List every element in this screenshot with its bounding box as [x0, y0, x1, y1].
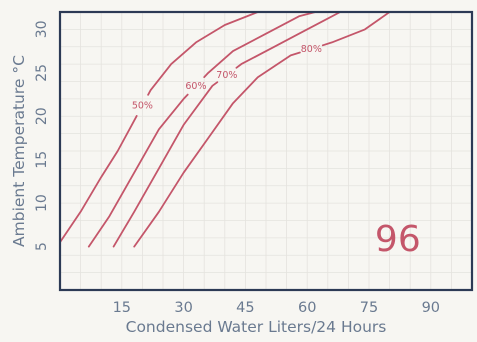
- humidity-curve-80: [133, 51, 301, 248]
- y-tick-labels: 5 10 15 20 25 30: [34, 20, 50, 251]
- x-tick-label: 60: [298, 300, 316, 316]
- curve-layer: [59, 11, 391, 248]
- curve-label-layer: 50% 60% 70% 80%: [132, 44, 322, 111]
- y-tick-label: 25: [34, 64, 50, 82]
- x-tick-label: 75: [360, 300, 378, 316]
- x-tick-label: 90: [422, 300, 440, 316]
- humidity-curve-80: [321, 11, 391, 47]
- x-axis-label: Condensed Water Liters/24 Hours: [126, 318, 387, 336]
- curve-label: 70%: [216, 70, 237, 81]
- x-tick-label: 45: [236, 300, 254, 316]
- humidity-curve-70: [235, 11, 342, 69]
- humidity-curve-60: [203, 11, 317, 78]
- x-tick-labels: 15 30 45 60 75 90: [113, 300, 440, 316]
- plot-frame: [58, 10, 474, 292]
- x-tick-label: 30: [174, 300, 192, 316]
- humidity-curve-50: [59, 115, 138, 244]
- y-axis-label: Ambient Temperature °C: [10, 55, 28, 247]
- y-tick-label: 10: [34, 194, 50, 212]
- y-tick-label: 15: [34, 151, 50, 169]
- y-tick-label: 30: [34, 20, 50, 38]
- humidity-curve-60: [87, 93, 189, 248]
- curve-label: 60%: [185, 81, 206, 92]
- humidity-curve-70: [112, 81, 219, 248]
- curve-label: 50%: [132, 100, 153, 111]
- annotation-number: 96: [375, 219, 421, 260]
- y-tick-label: 5: [34, 242, 50, 251]
- y-tick-label: 20: [34, 107, 50, 125]
- curve-label: 80%: [301, 44, 322, 55]
- humidity-curve-50: [147, 11, 259, 96]
- x-tick-label: 15: [113, 300, 131, 316]
